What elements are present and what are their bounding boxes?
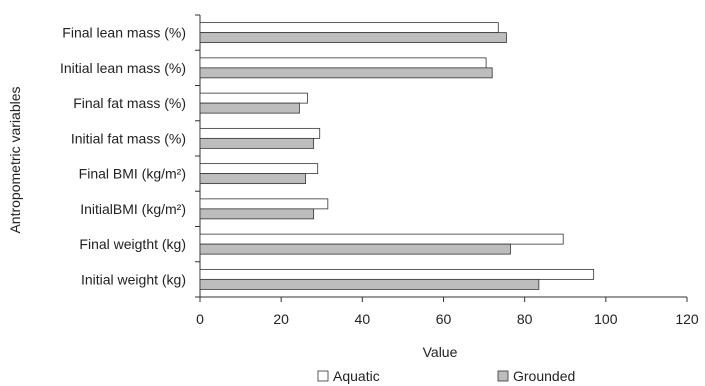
plot-area: 0 20 40 60 80 100 120 Final lean mass (%) Initia… — [60, 14, 699, 327]
y-axis-title: Antropometric variables — [7, 86, 23, 233]
x-tick-label: 100 — [594, 311, 618, 327]
bar-grounded — [199, 278, 540, 290]
bar-grounded — [199, 32, 507, 44]
category-label: Final lean mass (%) — [62, 25, 186, 41]
legend-swatch — [497, 370, 509, 382]
bar-aquatic — [199, 268, 595, 280]
bar-aquatic — [199, 22, 499, 34]
bar-aquatic — [199, 127, 321, 139]
bar-aquatic — [199, 198, 329, 210]
category-label: Final BMI (kg/m²) — [79, 166, 186, 182]
bar-aquatic — [199, 92, 308, 104]
x-tick-label: 60 — [436, 311, 452, 327]
category-label: Initial weight (kg) — [81, 271, 186, 287]
bar-aquatic — [199, 57, 487, 69]
category-label: Initial lean mass (%) — [60, 60, 186, 76]
category-label: Final weigtht (kg) — [79, 236, 186, 252]
bar-grounded — [199, 102, 300, 114]
bar-grounded — [199, 243, 511, 255]
bar-grounded — [199, 173, 306, 185]
bar-grounded — [199, 67, 493, 79]
category-label: Initial fat mass (%) — [71, 130, 186, 146]
x-tick-label: 80 — [517, 311, 533, 327]
legend-swatch — [317, 370, 329, 382]
x-tick-label: 120 — [675, 311, 699, 327]
x-axis-title: Value — [423, 344, 458, 360]
category-label: InitialBMI (kg/m²) — [80, 201, 186, 217]
bar-grounded — [199, 208, 315, 220]
category-label: Final fat mass (%) — [73, 95, 186, 111]
bar-aquatic — [199, 233, 564, 245]
legend-label: Aquatic — [333, 368, 380, 384]
bar-aquatic — [199, 163, 319, 175]
bar-grounded — [199, 137, 315, 149]
x-tick-label: 40 — [355, 311, 371, 327]
x-tick-label: 0 — [196, 311, 204, 327]
legend-label: Grounded — [513, 368, 575, 384]
legend: Aquatic Grounded — [317, 368, 575, 384]
x-tick-label: 20 — [273, 311, 289, 327]
